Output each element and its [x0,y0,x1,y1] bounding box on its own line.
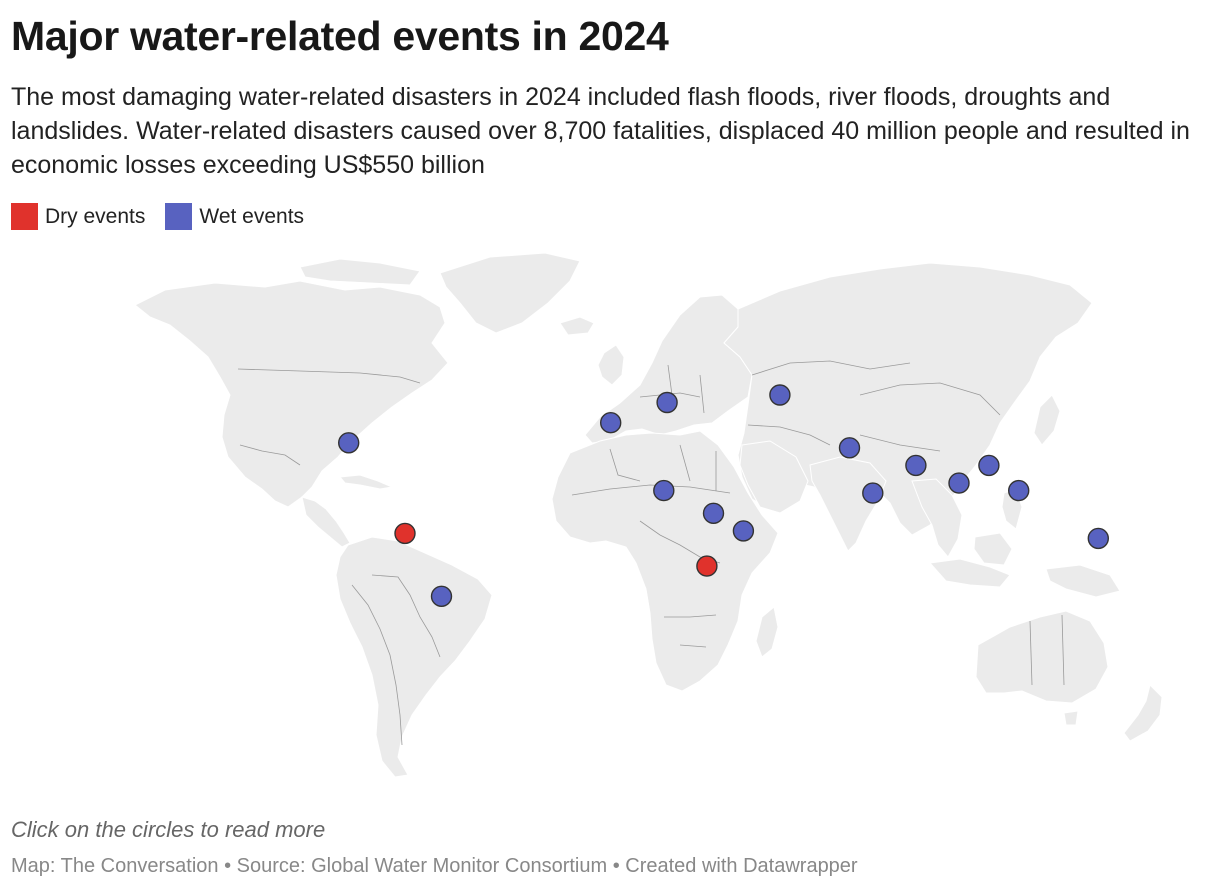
world-map: Southeast United States Amazon basin South… [0,245,1220,790]
legend-item-dry: Dry events [11,203,145,230]
land-madagascar [755,606,779,658]
border-andes [351,584,403,746]
border-sahara [571,484,731,496]
land-arctic-islands [299,258,421,286]
land-japan [1033,394,1061,446]
land-greenland [439,252,581,334]
dry-event-marker[interactable]: Amazon basin [394,522,416,545]
land-layer [134,252,1163,778]
wet-event-marker[interactable]: Bangladesh [905,454,927,477]
land-north-america [134,280,449,508]
land-south-america [335,536,493,778]
land-se-asia [911,478,963,558]
wet-event-marker[interactable]: Central Europe [656,391,678,414]
wet-event-marker[interactable]: Central Africa [702,502,725,524]
wet-event-marker[interactable]: Southeast United States [338,432,360,454]
land-arabia [739,440,809,514]
wet-event-marker[interactable]: Southern Brazil [430,585,453,607]
land-caribbean [339,474,394,490]
wet-event-marker[interactable]: Southern Russia / Kazakhstan [769,384,791,406]
land-borneo [973,532,1013,566]
border-russia-kazakhstan [751,360,911,376]
dry-events-swatch [11,203,38,230]
wet-event-marker[interactable]: Philippines [1008,479,1030,502]
land-tasmania [1063,710,1079,726]
land-new-guinea [1045,564,1121,598]
border-africa-north [609,444,717,491]
border-africa-south [664,614,717,648]
interaction-note: Click on the circles to read more [11,817,326,842]
wet-event-marker[interactable]: Southern India [862,482,884,504]
wet-events-swatch [165,203,193,230]
wet-event-marker[interactable]: East Africa [732,520,755,542]
legend: Dry events Wet events [11,203,324,230]
wet-event-marker[interactable]: Eastern Spain [600,411,622,434]
land-iceland [559,316,595,336]
legend-item-wet: Wet events [165,203,304,230]
land-indonesia [929,558,1011,588]
chart-title: Major water-related events in 2024 [11,13,669,59]
border-middle-east [747,424,831,446]
legend-label-dry: Dry events [45,204,146,228]
land-africa [551,430,779,692]
land-british-isles [597,344,625,386]
border-us-canada [237,368,421,384]
chart-footer: Map: The Conversation • Source: Global W… [11,855,858,877]
legend-label-wet: Wet events [199,204,305,228]
land-australia [975,610,1109,704]
world-map-svg: Southeast United States Amazon basin South… [134,252,1163,778]
wet-event-marker[interactable]: Pakistan / Northern India [838,437,861,459]
wet-event-marker[interactable]: Vietnam [948,472,970,494]
event-markers: Southeast United States Amazon basin South… [338,384,1110,607]
chart-subtitle: The most damaging water-related disaster… [11,83,1190,179]
wet-event-marker[interactable]: Papua New Guinea [1087,527,1110,550]
border-china [859,382,1001,452]
wet-event-marker[interactable]: West Africa [653,479,675,502]
dry-event-marker[interactable]: Southern Africa [696,555,718,577]
border-australia [1029,614,1065,686]
land-new-zealand [1123,684,1163,742]
land-central-america [301,496,351,548]
wet-event-marker[interactable]: Southern China [978,454,1000,477]
land-india [809,456,887,552]
border-us-mexico [239,444,301,466]
border-brazil-west [371,574,441,658]
